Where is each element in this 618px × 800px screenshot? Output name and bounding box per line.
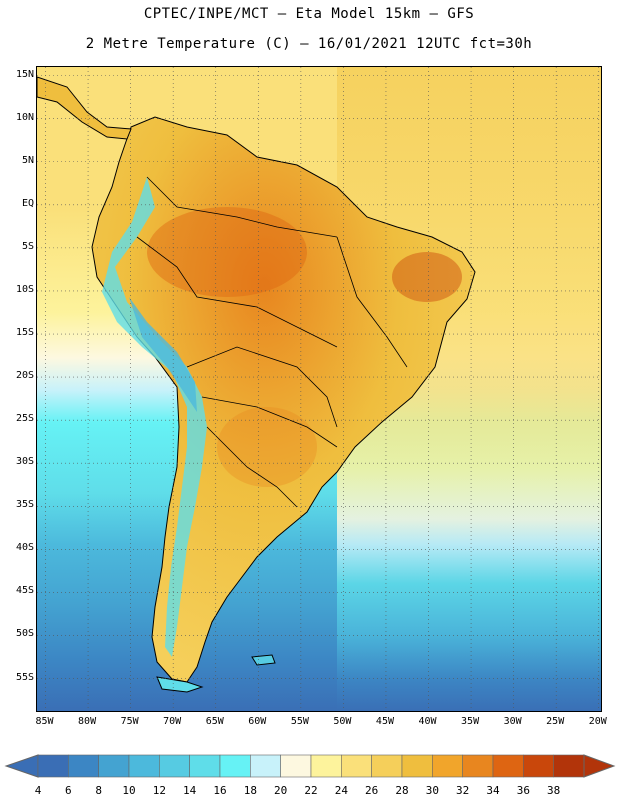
colorbar-level-label: 30 bbox=[425, 784, 439, 797]
colorbar-level-label: 36 bbox=[516, 784, 530, 797]
colorbar-level-label: 26 bbox=[365, 784, 379, 797]
colorbar-level-label: 22 bbox=[304, 784, 318, 797]
colorbar-swatch bbox=[523, 754, 554, 778]
lat-tick-label: 5N bbox=[21, 154, 34, 166]
colorbar-level-label: 12 bbox=[152, 784, 166, 797]
lat-tick-label: 35S bbox=[15, 499, 34, 511]
colorbar-level-label: 16 bbox=[213, 784, 227, 797]
lon-tick-label: 85W bbox=[35, 716, 54, 727]
lon-tick-label: 50W bbox=[333, 716, 352, 727]
colorbar-level-label: 6 bbox=[65, 784, 72, 797]
colorbar-swatch bbox=[310, 754, 342, 778]
amazon-hot-zone bbox=[147, 207, 307, 297]
lat-tick-label: 50S bbox=[15, 628, 34, 640]
colorbar-swatch bbox=[68, 754, 99, 778]
colorbar-level-label: 38 bbox=[547, 784, 561, 797]
falkland-islands bbox=[251, 654, 276, 666]
lon-tick-label: 55W bbox=[290, 716, 309, 727]
colorbar-swatch bbox=[250, 754, 281, 778]
colorbar-swatch bbox=[219, 754, 251, 778]
colorbar-swatch bbox=[159, 754, 190, 778]
colorbar-level-label: 14 bbox=[183, 784, 197, 797]
colorbar-level-label: 34 bbox=[486, 784, 500, 797]
colorbar bbox=[4, 754, 616, 778]
lat-tick-label: 15S bbox=[15, 327, 34, 338]
temperature-map bbox=[37, 67, 601, 711]
lat-tick-label: 25S bbox=[15, 413, 34, 425]
map-title-line-1: CPTEC/INPE/MCT – Eta Model 15km – GFS bbox=[143, 6, 475, 22]
colorbar-swatch bbox=[341, 754, 372, 778]
lon-tick-label: 40W bbox=[418, 716, 437, 727]
lon-tick-label: 65W bbox=[205, 716, 224, 727]
colorbar-low-arrow bbox=[4, 754, 39, 778]
tierra-del-fuego bbox=[156, 676, 204, 693]
lon-tick-label: 80W bbox=[78, 716, 97, 727]
andes-cold-core bbox=[129, 297, 197, 412]
colorbar-swatch bbox=[98, 754, 130, 778]
colorbar-swatch bbox=[189, 754, 221, 778]
colorbar-swatch bbox=[553, 754, 585, 778]
central-america-land bbox=[37, 76, 132, 140]
colorbar-level-label: 10 bbox=[122, 784, 136, 797]
lon-tick-label: 45W bbox=[375, 716, 394, 727]
lat-tick-label: 55S bbox=[15, 671, 34, 683]
andes-cool-band bbox=[102, 177, 207, 657]
colorbar-level-label: 20 bbox=[274, 784, 288, 797]
lat-tick-label: 10N bbox=[15, 111, 34, 123]
colorbar-level-label: 28 bbox=[395, 784, 409, 797]
lon-tick-label: 75W bbox=[120, 716, 139, 727]
colorbar-level-label: 4 bbox=[34, 784, 42, 797]
colorbar-swatch bbox=[37, 754, 69, 778]
lon-tick-label: 30W bbox=[503, 716, 522, 727]
colorbar-swatch bbox=[128, 754, 160, 778]
lon-tick-label: 25W bbox=[546, 716, 565, 727]
lat-tick-label: 30S bbox=[15, 456, 34, 468]
northeast-hot-zone bbox=[392, 252, 462, 302]
colorbar-swatch bbox=[401, 754, 433, 778]
map-title-line-2: 2 Metre Temperature (C) – 16/01/2021 12U… bbox=[85, 36, 533, 52]
lon-tick-label: 20W bbox=[588, 716, 607, 727]
lat-tick-label: 5S bbox=[21, 240, 34, 252]
colorbar-swatch bbox=[432, 754, 463, 778]
colorbar-level-label: 32 bbox=[456, 784, 470, 797]
lat-tick-label: EQ bbox=[21, 197, 34, 209]
colorbar-swatch bbox=[462, 754, 494, 778]
colorbar-level-label: 8 bbox=[95, 784, 102, 797]
chaco-warm-zone bbox=[217, 407, 317, 487]
colorbar-swatch bbox=[371, 754, 403, 778]
lat-tick-label: 20S bbox=[15, 370, 34, 382]
lon-tick-label: 70W bbox=[163, 716, 182, 727]
country-borders bbox=[136, 176, 408, 508]
colorbar-high-arrow bbox=[583, 754, 616, 778]
lat-tick-label: 10S bbox=[15, 283, 34, 295]
lat-tick-label: 15N bbox=[15, 68, 34, 80]
colorbar-level-label: 24 bbox=[334, 784, 348, 797]
lat-tick-label: 45S bbox=[15, 585, 34, 597]
colorbar-swatch bbox=[492, 754, 524, 778]
map-plot-area[interactable] bbox=[36, 66, 602, 712]
lon-tick-label: 60W bbox=[248, 716, 267, 727]
colorbar-swatch bbox=[280, 754, 312, 778]
lat-tick-label: 40S bbox=[15, 542, 34, 554]
colorbar-level-label: 18 bbox=[243, 784, 257, 797]
lon-tick-label: 35W bbox=[461, 716, 480, 727]
